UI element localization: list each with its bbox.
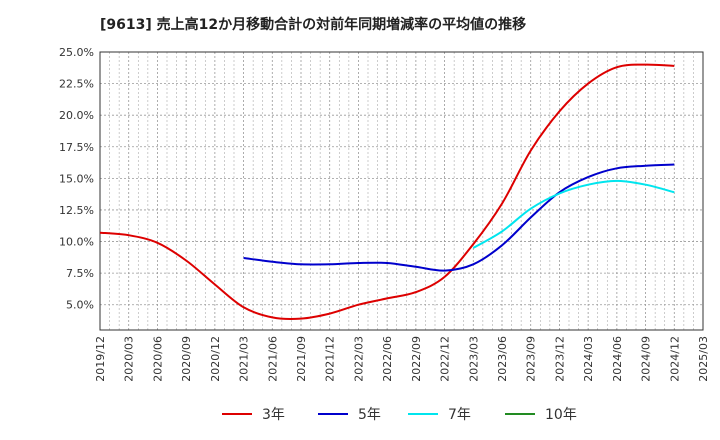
x-tick-label: 2021/03 (238, 336, 251, 382)
y-axis-ticks: 5.0% 7.5% 10.0% 12.5% 15.0% 17.5% 20.0% 22.5% 25… (59, 46, 94, 312)
legend-label: 10年 (545, 407, 577, 423)
chart-title: [9613] 売上高12か月移動合計の対前年同期増減率の平均値の推移 (100, 17, 527, 33)
x-tick-label: 2024/09 (640, 336, 653, 382)
y-tick-label: 20.0% (59, 109, 94, 122)
x-tick-label: 2021/06 (266, 336, 279, 382)
y-tick-label: 15.0% (59, 172, 94, 185)
x-tick-label: 2023/12 (553, 336, 566, 382)
legend-label: 3年 (262, 407, 285, 423)
x-tick-label: 2024/06 (611, 336, 624, 382)
y-tick-label: 7.5% (66, 267, 94, 280)
x-tick-label: 2022/06 (381, 336, 394, 382)
x-tick-label: 2021/09 (295, 336, 308, 382)
plot-area (99, 51, 704, 331)
series-lines (99, 63, 675, 321)
legend-label: 7年 (448, 407, 471, 423)
x-tick-label: 2021/12 (324, 336, 337, 382)
x-tick-label: 2023/06 (496, 336, 509, 382)
x-tick-label: 2020/03 (123, 336, 136, 382)
x-tick-label: 2022/03 (352, 336, 365, 382)
x-tick-label: 2025/03 (697, 336, 710, 382)
x-tick-label: 2022/12 (439, 336, 452, 382)
legend-label: 5年 (358, 407, 381, 423)
series-line-3 (472, 179, 675, 249)
y-tick-label: 12.5% (59, 204, 94, 217)
y-tick-label: 10.0% (59, 236, 94, 249)
x-tick-label: 2023/03 (467, 336, 480, 382)
grid-lines (100, 52, 703, 330)
series-line-1 (99, 63, 675, 321)
x-tick-label: 2020/12 (209, 336, 222, 382)
y-tick-label: 25.0% (59, 46, 94, 59)
x-tick-label: 2024/12 (668, 336, 681, 382)
x-tick-label: 2020/06 (151, 336, 164, 382)
legend: 3年 5年 7年 10年 (222, 407, 577, 423)
series-line-2 (243, 163, 675, 272)
x-tick-label: 2020/09 (180, 336, 193, 382)
x-tick-label: 2023/09 (525, 336, 538, 382)
y-tick-label: 22.5% (59, 78, 94, 91)
x-axis-ticks: 2019/12 2020/03 2020/06 2020/09 2020/12 2021/… (94, 336, 710, 382)
x-tick-label: 2022/09 (410, 336, 423, 382)
y-tick-label: 17.5% (59, 141, 94, 154)
y-tick-label: 5.0% (66, 299, 94, 312)
x-tick-label: 2019/12 (94, 336, 107, 382)
x-tick-label: 2024/03 (582, 336, 595, 382)
